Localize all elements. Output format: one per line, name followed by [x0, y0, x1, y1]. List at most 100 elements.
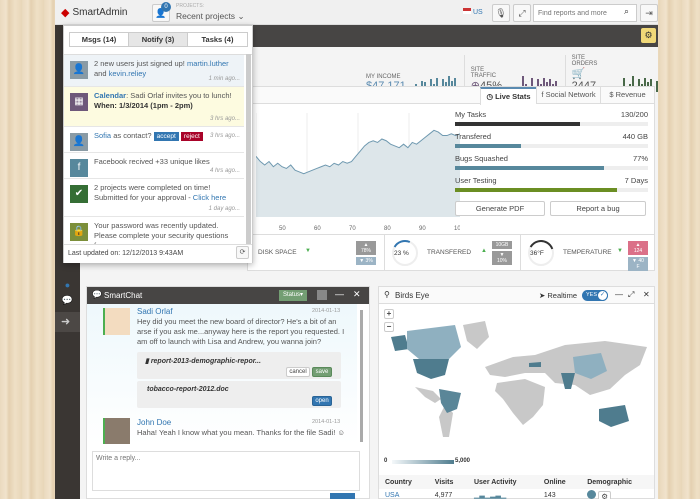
file-icon: ▮: [145, 358, 149, 365]
notification-item[interactable]: 👤 Sofia as contact? accept reject 3 hrs ag…: [64, 127, 244, 153]
projects-button[interactable]: 👤 0: [152, 2, 171, 22]
country-brazil: [439, 389, 461, 413]
sidebar-item-widgets[interactable]: ●: [61, 280, 74, 292]
message-author[interactable]: John Doe: [137, 418, 172, 427]
zoom-in-button[interactable]: +: [384, 309, 394, 319]
countries-default: [415, 321, 647, 437]
country-canada: [407, 325, 461, 359]
zoom-out-button[interactable]: −: [384, 322, 394, 332]
spark-bar: [656, 80, 658, 92]
logout-icon: ⇥: [645, 8, 653, 18]
spark-bar: [650, 79, 652, 92]
chart-line: [256, 129, 460, 175]
tab-msgs[interactable]: Msgs (14): [69, 32, 129, 47]
chat-scrollbar[interactable]: [360, 310, 363, 442]
gear-icon: ⚙: [601, 491, 608, 499]
sidebar-item-chat[interactable]: 💬: [61, 295, 74, 307]
activity-sparkline: ▁▃▁▂▃▁: [473, 492, 507, 499]
lock-icon: 🔒: [70, 223, 88, 241]
close-icon[interactable]: ✕: [643, 290, 650, 299]
message-text: Haha! Yeah I know what you mean. Thanks …: [137, 428, 346, 437]
user-icon: 👤: [70, 133, 88, 151]
message-date: 2014-01-13: [312, 308, 341, 314]
notification-item[interactable]: 👤 2 new users just signed up! martin.luth…: [64, 55, 244, 87]
recent-projects-dropdown[interactable]: Recent projects ⌄: [176, 11, 245, 21]
country-link[interactable]: USA: [385, 491, 400, 499]
microphone-button[interactable]: 🎙: [492, 4, 510, 22]
tab-social-network[interactable]: f Social Network: [536, 87, 600, 104]
realtime-toggle[interactable]: YES ✓: [582, 290, 608, 301]
scrollbar[interactable]: [246, 54, 251, 244]
settings-button[interactable]: ⚙: [598, 490, 611, 499]
check-icon: ✓: [597, 290, 608, 301]
tab-live-stats[interactable]: ◷ Live Stats: [480, 87, 536, 105]
tab-notify[interactable]: Notify (3): [128, 32, 188, 47]
spark-bar: [536, 79, 539, 92]
logout-button[interactable]: ⇥: [640, 4, 658, 22]
refresh-button[interactable]: ⟳: [236, 246, 249, 259]
color-picker-button[interactable]: [317, 290, 327, 300]
chat-icon: 💬: [92, 290, 102, 299]
message-text: Hey did you meet the new board of direct…: [137, 317, 345, 346]
spark-bar: [530, 77, 533, 92]
search-icon[interactable]: ⌕: [624, 6, 630, 16]
facebook-icon: f: [541, 90, 544, 99]
dollar-icon: $: [609, 90, 614, 99]
reply-input[interactable]: [92, 451, 360, 491]
minimize-icon[interactable]: —: [615, 290, 623, 299]
status-dropdown[interactable]: Status▾: [279, 290, 307, 301]
table-row: USA 4,977 ▁▃▁▂▃▁ 143 ⚙: [379, 489, 654, 499]
spark-bar: [623, 77, 625, 92]
accept-button[interactable]: accept: [153, 132, 179, 141]
notification-item[interactable]: f Facebook recived +33 unique likes 4 hrs …: [64, 153, 244, 179]
search-input[interactable]: [533, 4, 637, 22]
minimize-icon[interactable]: —: [335, 289, 344, 299]
expand-icon[interactable]: ⤢: [628, 290, 635, 299]
generate-pdf-button[interactable]: Generate PDF: [455, 201, 545, 216]
reject-button[interactable]: reject: [180, 132, 203, 141]
collapse-button[interactable]: ➜: [55, 312, 80, 332]
notification-item[interactable]: 🔒 Your password was recently updated. Ple…: [64, 217, 244, 244]
header: ◆ SmartAdmin 👤 0 PROJECTS: Recent project…: [55, 0, 658, 25]
open-button[interactable]: open: [312, 396, 332, 406]
notification-dropdown: Msgs (14) Notify (3) Tasks (4) 👤 2 new us…: [63, 25, 253, 263]
cancel-button[interactable]: cancel: [286, 367, 310, 377]
language-selector[interactable]: US: [463, 8, 483, 16]
notification-item[interactable]: ▦ Calendar: Sadi Orlaf invites you to lun…: [64, 87, 244, 127]
chat-title: SmartChat: [104, 291, 143, 300]
country-china: [573, 353, 607, 379]
save-button[interactable]: save: [312, 367, 332, 377]
fullscreen-button[interactable]: ⤢: [513, 4, 531, 22]
location-arrow-icon: ➤: [539, 291, 546, 300]
projects-badge: 0: [161, 2, 171, 12]
badge: ▼ 3%: [356, 257, 376, 265]
close-icon[interactable]: ✕: [353, 289, 361, 299]
globe-icon: ●: [64, 280, 71, 290]
progress-fill: [455, 122, 581, 126]
send-button[interactable]: [330, 493, 355, 499]
notification-item[interactable]: ✔ 2 projects were completed on time! Subm…: [64, 179, 244, 217]
settings-button[interactable]: ⚙: [641, 28, 656, 43]
chevron-down-icon: ⌄: [237, 11, 245, 21]
tab-tasks[interactable]: Tasks (4): [187, 32, 248, 47]
map-legend-scale: [392, 460, 454, 464]
country-australia: [599, 405, 629, 427]
report-bug-button[interactable]: Report a bug: [550, 201, 646, 216]
demographic-pie: [587, 489, 597, 499]
tab-revenue[interactable]: $ Revenue: [600, 87, 654, 104]
check-icon: ✔: [70, 185, 88, 203]
x-tick-label: 80: [384, 226, 391, 232]
logo[interactable]: ◆ SmartAdmin: [61, 7, 128, 19]
progress-bugs-squashed: Bugs Squashed 77%: [455, 154, 648, 170]
trend-down-icon: ▼: [617, 248, 623, 254]
app-window: ◆ SmartAdmin 👤 0 PROJECTS: Recent project…: [55, 0, 658, 499]
cart-icon: 🛒: [571, 68, 586, 80]
flag-icon: [463, 8, 471, 14]
attachment: ▮ report-2013-demographic-repor... cance…: [137, 352, 341, 379]
avatar: [103, 308, 130, 335]
progress-transfered: Transfered 440 GB: [455, 132, 648, 148]
notification-time: 3 hrs ago...: [209, 133, 240, 139]
message-author[interactable]: Sadi Orlaf: [137, 307, 173, 316]
progress-fill: [455, 144, 521, 148]
gauge-transfered: 23 % TRANSFERED ▲ 10GB ▼ 10%: [384, 235, 520, 271]
